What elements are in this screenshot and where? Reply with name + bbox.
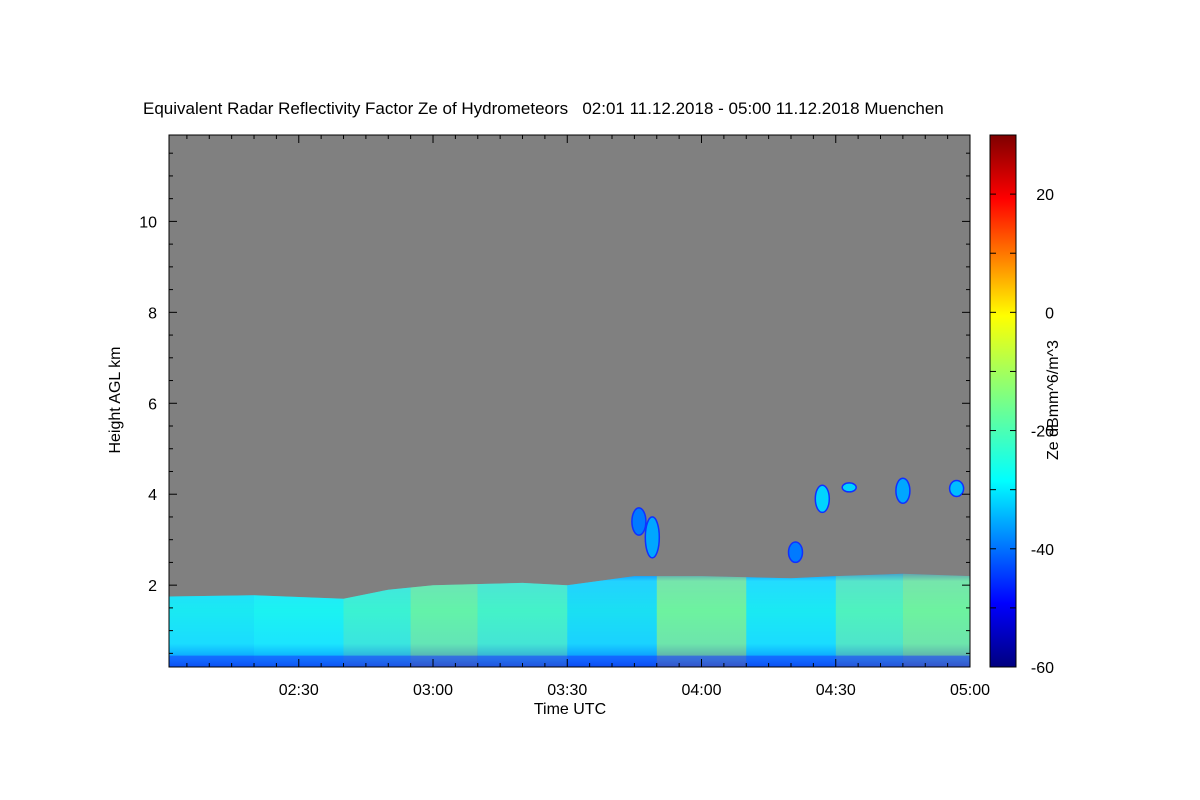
colorbar-tick-label: -40 xyxy=(1031,542,1054,559)
colorbar-tick-label: 20 xyxy=(1036,187,1054,204)
y-tick-label: 4 xyxy=(148,487,157,504)
echo-column xyxy=(902,573,970,667)
elevated-echo xyxy=(787,541,804,564)
colorbar xyxy=(989,134,1017,668)
echo-column xyxy=(410,573,478,667)
echo-column xyxy=(746,573,836,667)
x-tick-label: 02:30 xyxy=(279,682,319,699)
elevated-echo xyxy=(644,516,661,559)
y-axis: 2 4 6 8 10 xyxy=(139,152,970,654)
surface-layer xyxy=(169,655,970,667)
y-axis-title: Height AGL km xyxy=(107,346,124,453)
chart-title: Equivalent Radar Reflectivity Factor Ze … xyxy=(143,99,944,118)
echo-column xyxy=(835,573,903,667)
x-tick-label: 03:00 xyxy=(413,682,453,699)
elevated-echo xyxy=(895,477,911,505)
colorbar-tick-label: 0 xyxy=(1045,305,1054,322)
echo-column xyxy=(477,573,568,667)
x-tick-label: 05:00 xyxy=(950,682,990,699)
colorbar-tick-label: -60 xyxy=(1031,660,1054,677)
echo-column xyxy=(567,573,657,667)
elevated-echo xyxy=(631,507,647,536)
echo-column xyxy=(656,573,747,667)
colorbar-axis: -60 -40 -20 0 20 xyxy=(990,134,1054,677)
y-tick-label: 8 xyxy=(148,305,157,322)
colorbar-tick-label: -20 xyxy=(1031,424,1054,441)
x-tick-label: 04:30 xyxy=(816,682,856,699)
y-tick-label: 6 xyxy=(148,396,157,413)
y-tick-label: 2 xyxy=(148,578,157,595)
elevated-echo xyxy=(948,479,965,498)
colorbar-label: Ze dBmm^6/m^3 xyxy=(1045,340,1062,460)
heatmap-layer xyxy=(169,477,970,667)
boundary-layer-echo xyxy=(169,573,970,667)
plot-frame xyxy=(168,134,971,668)
x-tick-label: 04:00 xyxy=(681,682,721,699)
x-axis-title: Time UTC xyxy=(534,701,606,718)
elevated-echo xyxy=(841,482,857,493)
elevated-echo xyxy=(814,484,831,514)
x-tick-label: 03:30 xyxy=(547,682,587,699)
y-tick-label: 10 xyxy=(139,214,157,231)
x-axis: 02:30 03:00 03:30 04:00 04:30 05:00 xyxy=(186,135,990,699)
